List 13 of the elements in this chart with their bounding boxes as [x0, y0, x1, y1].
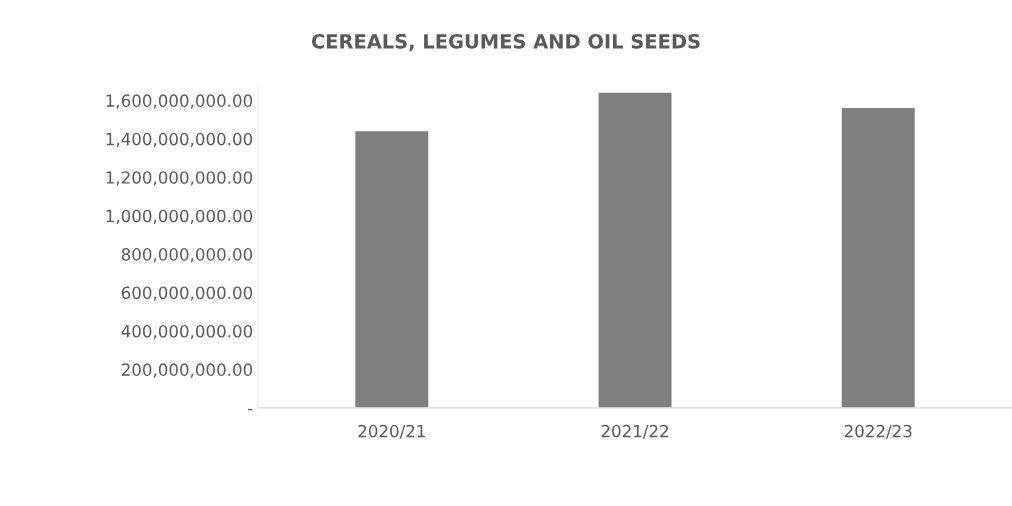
y-tick-label: 1,400,000,000.00 — [106, 132, 253, 148]
y-tick-label: 1,600,000,000.00 — [106, 94, 253, 109]
chart-title: CEREALS, LEGUMES AND OIL SEEDS — [311, 33, 700, 52]
y-tick-label: 1,200,000,000.00 — [106, 171, 253, 186]
y-tick-label: 800,000,000.00 — [121, 248, 253, 263]
y-tick-label: 400,000,000.00 — [121, 324, 253, 340]
x-tick-label: 2022/23 — [844, 424, 912, 439]
y-tick-label: - — [248, 408, 253, 411]
x-tick-label: 2021/22 — [601, 424, 668, 439]
y-tick-label: 600,000,000.00 — [121, 286, 253, 301]
y-tick-label: 200,000,000.00 — [121, 363, 253, 378]
y-tick-label: 1,000,000,000.00 — [106, 209, 253, 224]
x-tick-label: 2020/21 — [358, 424, 425, 439]
